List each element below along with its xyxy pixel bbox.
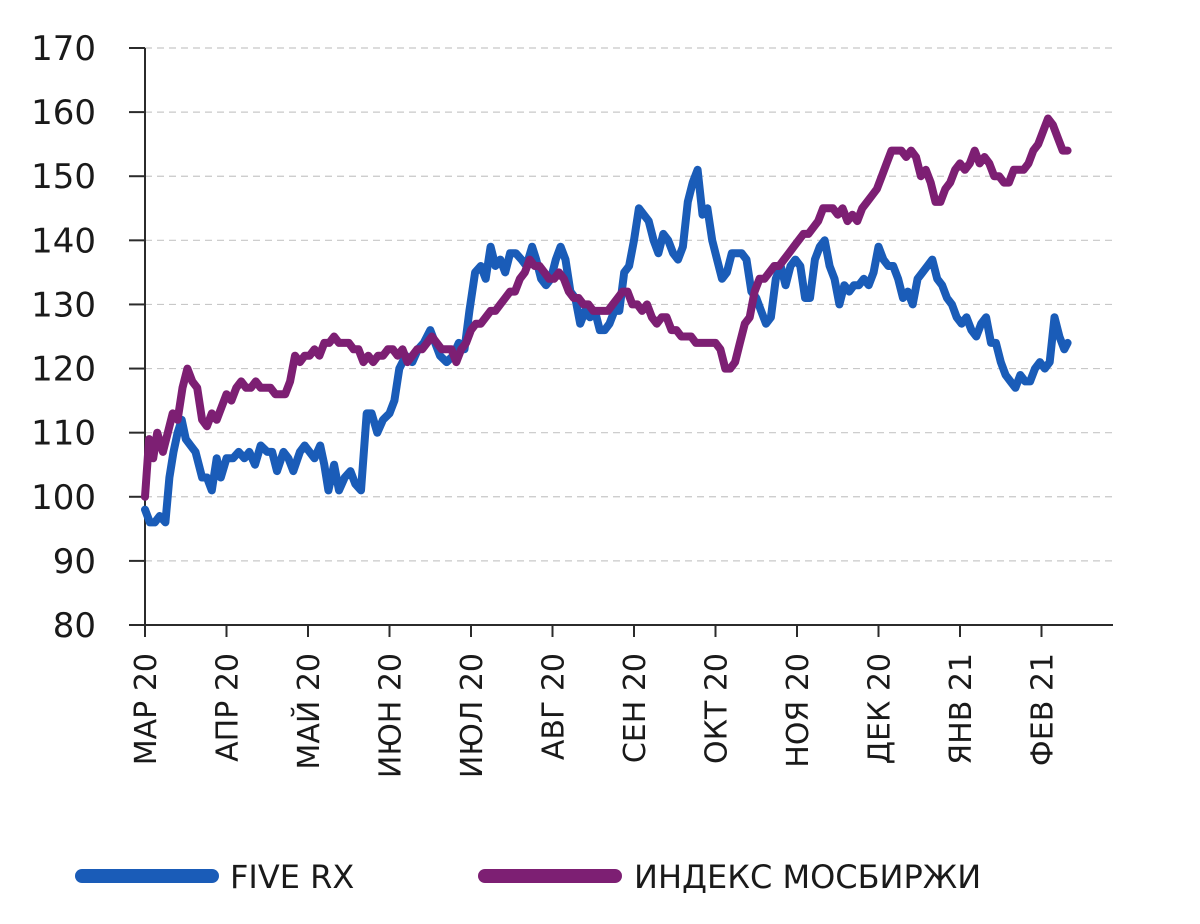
legend-item-five-rx: FIVE RX bbox=[75, 858, 354, 896]
y-tick-label: 140 bbox=[31, 221, 96, 261]
y-tick-label: 110 bbox=[31, 414, 96, 454]
plot-series bbox=[141, 114, 1072, 527]
y-tick-label: 160 bbox=[31, 93, 96, 133]
series-line-five-rx bbox=[141, 165, 1072, 527]
legend-item-moex-index: ИНДЕКС МОСБИРЖИ bbox=[478, 858, 981, 896]
x-tick-label: НОЯ 20 bbox=[781, 653, 816, 768]
axes bbox=[129, 47, 1113, 637]
y-axis-tick-labels: 80 90 100 110 120 130 140 150 160 170 bbox=[31, 29, 96, 646]
x-tick-label: ДЕК 20 bbox=[863, 653, 898, 764]
x-tick-label: АПР 20 bbox=[211, 653, 246, 762]
legend-label-moex-index: ИНДЕКС МОСБИРЖИ bbox=[634, 858, 981, 896]
x-axis-tick-labels: МАР 20 АПР 20 МАЙ 20 ИЮН 20 ИЮЛ 20 АВГ 20 СЕН … bbox=[129, 653, 1061, 778]
legend: FIVE RX ИНДЕКС МОСБИРЖИ bbox=[75, 858, 981, 896]
y-tick-label: 90 bbox=[53, 542, 96, 582]
y-tick-label: 170 bbox=[31, 29, 96, 69]
y-tick-label: 150 bbox=[31, 157, 96, 197]
series-line-moex-index bbox=[141, 114, 1072, 501]
legend-label-five-rx: FIVE RX bbox=[230, 858, 354, 896]
y-tick-label: 120 bbox=[31, 350, 96, 390]
x-tick-label: МАР 20 bbox=[129, 653, 164, 765]
y-tick-label: 100 bbox=[31, 478, 96, 518]
x-tick-label: ИЮЛ 20 bbox=[455, 653, 490, 778]
y-tick-label: 130 bbox=[31, 285, 96, 325]
y-tick-label: 80 bbox=[53, 606, 96, 646]
x-tick-label: АВГ 20 bbox=[537, 653, 572, 760]
x-tick-label: ОКТ 20 bbox=[700, 653, 735, 764]
x-tick-label: СЕН 20 bbox=[618, 653, 653, 763]
x-tick-label: МАЙ 20 bbox=[291, 653, 327, 770]
x-tick-label: ИЮН 20 bbox=[374, 653, 409, 778]
x-tick-label: ФЕВ 21 bbox=[1026, 653, 1061, 766]
x-tick-label: ЯНВ 21 bbox=[944, 653, 979, 765]
